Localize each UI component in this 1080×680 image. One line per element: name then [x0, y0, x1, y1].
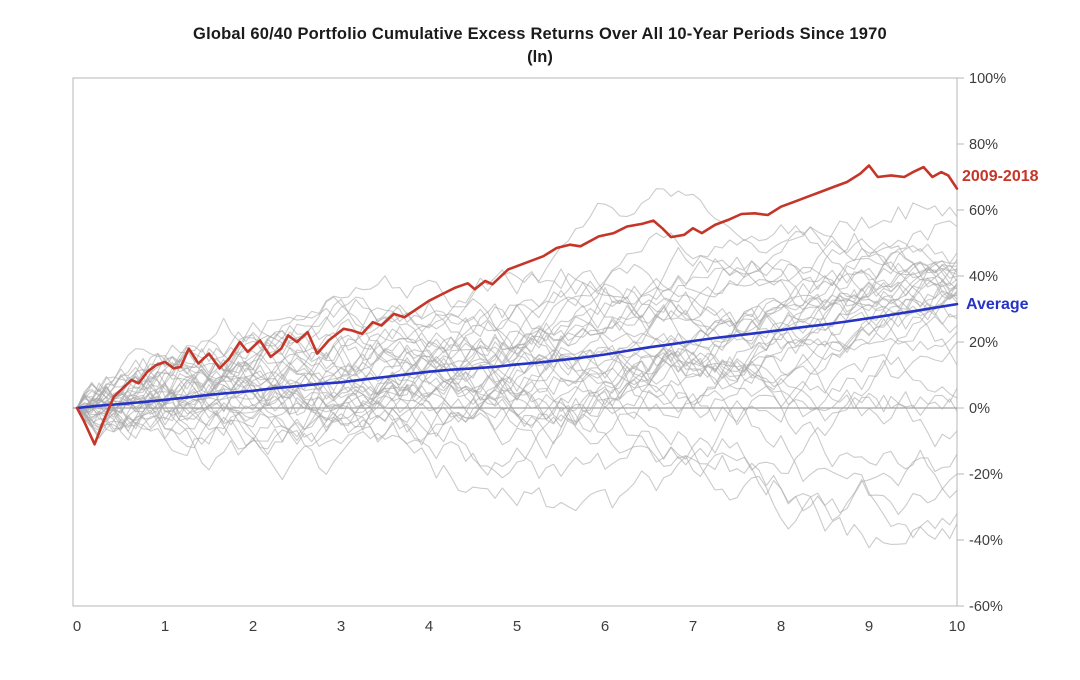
background-series-line	[76, 279, 958, 422]
background-series-line	[76, 390, 958, 549]
x-tick-label: 8	[777, 618, 785, 635]
chart-title: Global 60/40 Portfolio Cumulative Excess…	[193, 25, 887, 43]
x-tick-label: 5	[513, 618, 521, 635]
background-series-line	[76, 355, 958, 499]
y-tick-label: 40%	[969, 269, 998, 285]
y-tick-label: -20%	[969, 467, 1003, 483]
series-label-average: Average	[966, 296, 1029, 313]
x-tick-label: 0	[73, 618, 81, 635]
x-tick-label: 2	[249, 618, 257, 635]
background-series-line	[76, 282, 958, 436]
x-tick-label: 9	[865, 618, 873, 635]
y-tick-label: 100%	[969, 71, 1006, 87]
background-series-line	[76, 329, 958, 433]
x-tick-label: 3	[337, 618, 345, 635]
x-tick-label: 1	[161, 618, 169, 635]
background-series-line	[76, 347, 958, 479]
background-series-line	[76, 304, 958, 467]
y-tick-label: 60%	[969, 203, 998, 219]
average-line	[75, 302, 959, 410]
x-tick-label: 7	[689, 618, 697, 635]
y-tick-label: 20%	[969, 335, 998, 351]
background-series-line	[76, 264, 958, 445]
y-tick-label: 80%	[969, 137, 998, 153]
background-series-line	[76, 252, 958, 459]
series-label-2009-2018: 2009-2018	[962, 168, 1039, 185]
background-series-line	[76, 313, 958, 427]
y-tick-label: 0%	[969, 401, 990, 417]
background-series-line	[76, 333, 958, 540]
series-2009-2018-line	[75, 164, 959, 446]
background-series-line	[76, 311, 958, 521]
background-series-line	[76, 232, 958, 457]
background-series-line	[76, 188, 958, 428]
x-tick-label: 10	[949, 618, 966, 635]
x-tick-label: 6	[601, 618, 609, 635]
background-series-line	[76, 251, 958, 430]
y-tick-label: -60%	[969, 599, 1003, 615]
background-series-line	[76, 261, 958, 449]
background-series-line	[76, 351, 958, 479]
chart-subtitle: (ln)	[527, 48, 553, 66]
y-tick-label: -40%	[969, 533, 1003, 549]
background-series-line	[76, 304, 958, 481]
background-series-line	[76, 278, 958, 414]
x-tick-label: 4	[425, 618, 433, 635]
background-series-line	[76, 276, 958, 456]
